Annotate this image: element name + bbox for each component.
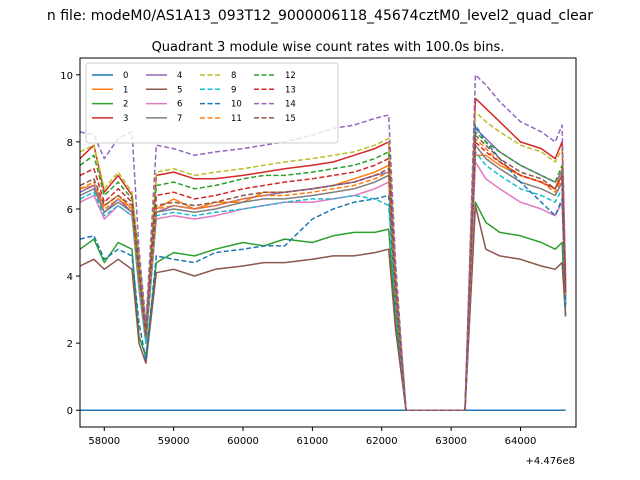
x-tick-label: 63000 xyxy=(435,436,467,447)
chart-title: Quadrant 3 module wise count rates with … xyxy=(152,40,505,55)
y-tick-label: 4 xyxy=(67,272,73,283)
series-line-9 xyxy=(79,151,567,411)
series-line-12 xyxy=(79,131,567,411)
series-line-5 xyxy=(79,204,567,411)
y-tick-label: 6 xyxy=(67,205,73,216)
series-line-7 xyxy=(79,144,567,411)
series-line-15 xyxy=(79,134,567,411)
x-tick-label: 61000 xyxy=(296,436,328,447)
figure-suptitle: n file: modeM0/AS1A13_093T12_9000006118_… xyxy=(47,8,593,24)
legend-label-13: 13 xyxy=(285,85,296,95)
x-tick-label: 58000 xyxy=(88,436,120,447)
legend-label-11: 11 xyxy=(231,114,242,124)
y-tick-label: 10 xyxy=(60,71,73,82)
legend-label-5: 5 xyxy=(177,85,182,95)
legend-label-14: 14 xyxy=(285,100,296,110)
legend-label-6: 6 xyxy=(177,100,182,110)
series-line-13 xyxy=(79,141,567,411)
y-tick-label: 8 xyxy=(67,138,73,149)
y-axis: 0 2 4 6 8 10 xyxy=(60,71,80,417)
x-axis-offset-label: +4.476e8 xyxy=(525,456,575,467)
y-tick-label: 0 xyxy=(67,406,73,417)
series-line-11 xyxy=(79,137,567,411)
legend-label-2: 2 xyxy=(123,100,128,110)
y-tick-label: 2 xyxy=(67,339,73,350)
legend-label-9: 9 xyxy=(231,85,236,95)
plot-content xyxy=(79,74,567,411)
x-axis: 58000 59000 60000 61000 62000 63000 64000 xyxy=(88,427,536,447)
axes-frame xyxy=(79,57,577,428)
x-tick-label: 60000 xyxy=(227,436,259,447)
legend-label-4: 4 xyxy=(177,71,182,81)
legend-label-1: 1 xyxy=(123,85,128,95)
legend-label-12: 12 xyxy=(285,71,296,81)
legend-label-10: 10 xyxy=(231,100,242,110)
legend-label-8: 8 xyxy=(231,71,236,81)
x-tick-label: 64000 xyxy=(505,436,537,447)
legend-label-0: 0 xyxy=(123,71,128,81)
x-tick-label: 62000 xyxy=(366,436,398,447)
legend-label-7: 7 xyxy=(177,114,182,124)
legend-label-15: 15 xyxy=(285,114,296,124)
legend-label-3: 3 xyxy=(123,114,128,124)
x-tick-label: 59000 xyxy=(158,436,190,447)
